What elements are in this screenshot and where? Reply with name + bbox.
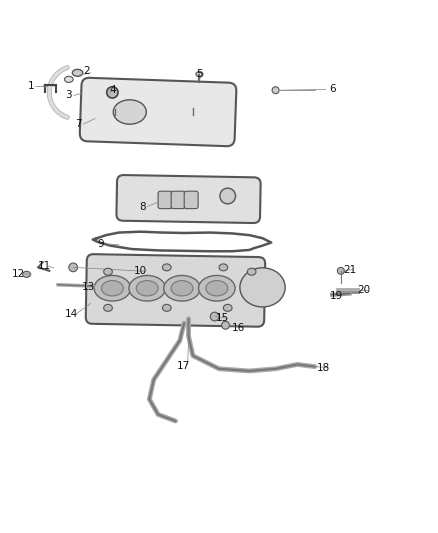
Ellipse shape: [104, 304, 113, 311]
Text: 15: 15: [216, 313, 229, 324]
Ellipse shape: [247, 268, 256, 275]
Text: 6: 6: [329, 84, 336, 94]
Ellipse shape: [104, 268, 113, 275]
Ellipse shape: [64, 76, 73, 83]
Ellipse shape: [272, 87, 279, 94]
Ellipse shape: [107, 87, 118, 98]
Ellipse shape: [136, 280, 158, 296]
FancyBboxPatch shape: [86, 254, 265, 327]
Text: 4: 4: [109, 85, 116, 95]
Ellipse shape: [210, 312, 219, 321]
Ellipse shape: [102, 280, 124, 296]
Text: 12: 12: [12, 269, 25, 279]
Ellipse shape: [171, 280, 193, 296]
Ellipse shape: [219, 264, 228, 271]
Ellipse shape: [113, 100, 146, 124]
Ellipse shape: [198, 276, 235, 301]
Text: 16: 16: [232, 323, 245, 333]
FancyBboxPatch shape: [171, 191, 185, 208]
Ellipse shape: [337, 268, 344, 274]
Ellipse shape: [206, 280, 228, 296]
Text: 10: 10: [134, 266, 147, 276]
Ellipse shape: [162, 304, 171, 311]
Text: 17: 17: [177, 361, 190, 371]
Ellipse shape: [222, 321, 230, 329]
Text: 9: 9: [97, 239, 104, 249]
Text: 14: 14: [64, 309, 78, 319]
FancyBboxPatch shape: [117, 175, 261, 223]
Text: 1: 1: [28, 81, 34, 91]
FancyBboxPatch shape: [184, 191, 198, 208]
Ellipse shape: [162, 264, 171, 271]
FancyBboxPatch shape: [80, 78, 237, 146]
Ellipse shape: [129, 276, 166, 301]
FancyBboxPatch shape: [158, 191, 172, 208]
Text: 21: 21: [343, 264, 356, 274]
Ellipse shape: [94, 276, 131, 301]
Text: 11: 11: [37, 261, 51, 271]
Ellipse shape: [196, 71, 203, 77]
Ellipse shape: [220, 188, 236, 204]
Text: 2: 2: [83, 66, 89, 76]
Text: 19: 19: [330, 291, 343, 301]
Ellipse shape: [72, 69, 83, 76]
Text: 18: 18: [317, 363, 330, 373]
Text: 5: 5: [196, 69, 203, 79]
Ellipse shape: [23, 271, 31, 277]
Text: 20: 20: [357, 285, 370, 295]
Text: 8: 8: [140, 202, 146, 212]
Ellipse shape: [223, 304, 232, 311]
Ellipse shape: [164, 276, 200, 301]
Ellipse shape: [240, 268, 285, 307]
Text: 7: 7: [75, 119, 82, 129]
Text: 13: 13: [82, 281, 95, 292]
Text: 3: 3: [66, 91, 72, 100]
Ellipse shape: [69, 263, 78, 272]
